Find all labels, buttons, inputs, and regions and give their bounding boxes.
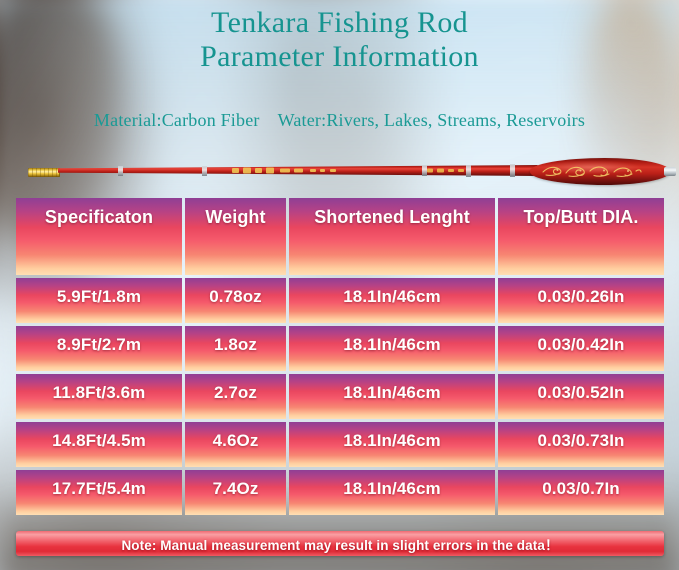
cell-shortened-length: 18.1In/46cm	[289, 470, 495, 515]
material-value: Carbon Fiber	[161, 110, 260, 130]
cell-top-butt-dia: 0.03/0.73In	[498, 422, 664, 467]
cell-top-butt-dia: 0.03/0.52In	[498, 374, 664, 419]
cell-weight: 0.78oz	[185, 278, 286, 323]
cell-top-butt-dia: 0.03/0.7In	[498, 470, 664, 515]
rod-ferrule-band	[118, 165, 123, 176]
table-header-top-butt-dia: Top/Butt DIA.	[498, 198, 664, 275]
rod-ferrule-band	[422, 165, 427, 176]
cell-shortened-length: 18.1In/46cm	[289, 374, 495, 419]
table-row: 11.8Ft/3.6m 2.7oz 18.1In/46cm 0.03/0.52I…	[16, 374, 664, 419]
rod-shaft-gold-lettering	[232, 167, 336, 174]
cell-specification: 17.7Ft/5.4m	[16, 470, 182, 515]
rod-handle-dragon-ornament	[542, 166, 642, 177]
water-label: Water:	[277, 110, 327, 130]
specs-summary-line: Material:Carbon Fiber Water:Rivers, Lakes…	[0, 110, 679, 131]
rod-butt-cap	[664, 167, 676, 176]
water-value: Rivers, Lakes, Streams, Reservoirs	[326, 110, 586, 130]
table-header-specification: Specificaton	[16, 198, 182, 275]
cell-weight: 2.7oz	[185, 374, 286, 419]
rod-ferrule-band	[466, 164, 471, 177]
table-row: 8.9Ft/2.7m 1.8oz 18.1In/46cm 0.03/0.42In	[16, 326, 664, 371]
poster-title: Tenkara Fishing Rod Parameter Informatio…	[200, 6, 479, 73]
cell-specification: 8.9Ft/2.7m	[16, 326, 182, 371]
product-rod-image	[14, 150, 676, 192]
table-row: 5.9Ft/1.8m 0.78oz 18.1In/46cm 0.03/0.26I…	[16, 278, 664, 323]
material-label: Material:	[93, 110, 162, 130]
parameter-table: Specificaton Weight Shortened Lenght Top…	[16, 198, 664, 518]
table-header-weight: Weight	[185, 198, 286, 275]
measurement-note-banner: Note: Manual measurement may result in s…	[16, 531, 664, 556]
rod-tip-cap	[28, 168, 60, 177]
rod-ferrule-band	[510, 164, 515, 177]
rod-ferrule-band	[202, 165, 207, 176]
table-row: 14.8Ft/4.5m 4.6Oz 18.1In/46cm 0.03/0.73I…	[16, 422, 664, 467]
cell-top-butt-dia: 0.03/0.26In	[498, 278, 664, 323]
cell-shortened-length: 18.1In/46cm	[289, 278, 495, 323]
table-row: 17.7Ft/5.4m 7.4Oz 18.1In/46cm 0.03/0.7In	[16, 470, 664, 515]
cell-specification: 14.8Ft/4.5m	[16, 422, 182, 467]
cell-shortened-length: 18.1In/46cm	[289, 422, 495, 467]
cell-shortened-length: 18.1In/46cm	[289, 326, 495, 371]
heading-block: Tenkara Fishing Rod Parameter Informatio…	[0, 6, 679, 74]
table-header-shortened-length: Shortened Lenght	[289, 198, 495, 275]
rod-handle-grip	[530, 158, 670, 185]
cell-specification: 11.8Ft/3.6m	[16, 374, 182, 419]
cell-weight: 7.4Oz	[185, 470, 286, 515]
table-header-row: Specificaton Weight Shortened Lenght Top…	[16, 198, 664, 275]
cell-weight: 4.6Oz	[185, 422, 286, 467]
cell-specification: 5.9Ft/1.8m	[16, 278, 182, 323]
rod-shaft-gold-mark	[427, 168, 464, 173]
cell-weight: 1.8oz	[185, 326, 286, 371]
cell-top-butt-dia: 0.03/0.42In	[498, 326, 664, 371]
